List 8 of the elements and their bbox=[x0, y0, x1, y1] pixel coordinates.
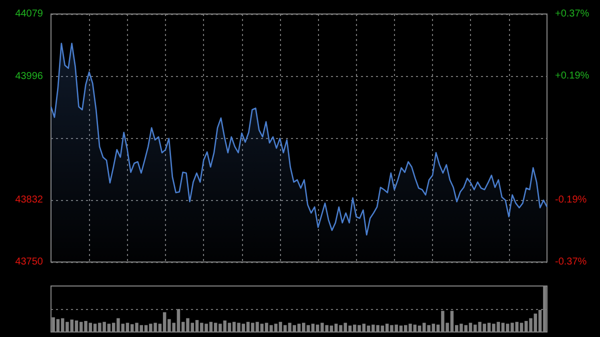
y2-tick-label: +0.19% bbox=[555, 70, 590, 82]
y-tick-label: 43996 bbox=[15, 71, 44, 82]
y2-tick-label: -0.19% bbox=[555, 194, 587, 206]
y-tick-label: 44079 bbox=[15, 8, 44, 20]
y2-tick-label: +0.37% bbox=[555, 8, 590, 20]
y-tick-label: 43832 bbox=[15, 194, 44, 206]
y2-tick-label: -0.37% bbox=[555, 256, 587, 268]
y-tick-label: 43750 bbox=[15, 256, 44, 268]
